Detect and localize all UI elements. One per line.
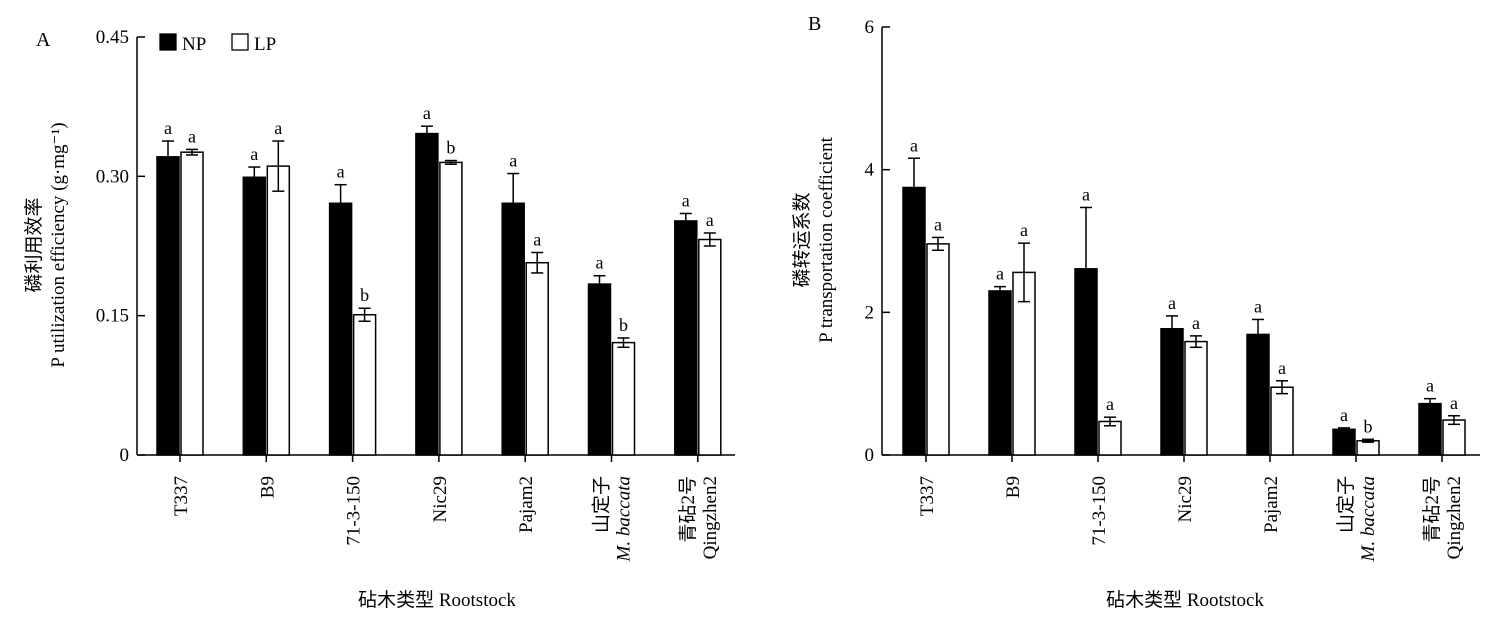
y-tick-label: 4 xyxy=(865,160,875,181)
bar-lp xyxy=(525,261,549,456)
x-tick-label: 山定子 xyxy=(1335,476,1357,533)
significance-label: a xyxy=(1020,220,1028,240)
bar-np xyxy=(501,202,525,456)
x-tick-label: Qingzhen2 xyxy=(700,476,721,559)
bar-np xyxy=(587,283,612,456)
bar-lp xyxy=(611,341,636,456)
x-tick-label: Pajam2 xyxy=(516,476,537,533)
significance-label: a xyxy=(1450,393,1458,413)
significance-label: b xyxy=(446,138,455,158)
significance-label: a xyxy=(1106,394,1114,414)
bar-np xyxy=(1418,402,1442,456)
bar-np xyxy=(1074,268,1098,456)
bar-np xyxy=(242,176,267,456)
significance-label: a xyxy=(706,210,714,230)
significance-label: a xyxy=(1082,184,1090,204)
chart-panel-b: B 磷转运系数 P transportation coefficient 0 2 4… xyxy=(791,13,1480,611)
bar-lp xyxy=(1270,386,1294,456)
bar-np xyxy=(1160,327,1184,456)
legend-label-lp: LP xyxy=(254,34,276,55)
plot-area-a: 0 0.15 0.30 0.45 T337 B9 71-3-150 Nic29 Pajam2 山定… xyxy=(96,27,735,562)
y-tick-label: 0 xyxy=(120,445,130,466)
bar-np xyxy=(415,132,439,456)
y-axis-title-b: 磷转运系数 P transportation coefficient xyxy=(791,136,837,342)
y-tick-label: 0.30 xyxy=(96,166,129,187)
bar-np xyxy=(1246,333,1270,456)
significance-label: a xyxy=(910,135,918,155)
significance-label: a xyxy=(337,162,345,182)
x-tick-label: Nic29 xyxy=(1175,476,1196,522)
x-tick-label: Qingzhen2 xyxy=(1444,476,1465,559)
chart-panel-a: A 磷利用效率 P utilization efficiency (g·mg⁻¹… xyxy=(23,27,735,611)
significance-label: a xyxy=(188,126,196,146)
bar-np xyxy=(902,186,926,456)
significance-label: b xyxy=(619,315,628,335)
bar-lp xyxy=(266,165,291,456)
y-tick-label: 6 xyxy=(865,17,875,38)
bar-lp xyxy=(1442,419,1466,456)
significance-label: a xyxy=(423,103,431,123)
x-tick-label: T337 xyxy=(917,476,938,516)
significance-label: b xyxy=(360,285,369,305)
panel-label-a: A xyxy=(36,29,51,51)
plot-area-b: 0 2 4 6 T337 B9 71-3-150 Nic29 Pajam2 山定子 M. bacca… xyxy=(865,17,1480,562)
y-axis-title-line1: 磷转运系数 xyxy=(791,192,813,287)
y-tick-label: 0.45 xyxy=(96,27,129,48)
x-tick-label: 青砧2号 xyxy=(1421,476,1443,543)
significance-label: a xyxy=(996,264,1004,284)
x-tick-label: B9 xyxy=(1003,476,1024,498)
x-tick-label: T337 xyxy=(171,476,192,516)
bar-np xyxy=(156,156,180,456)
significance-label: a xyxy=(533,230,541,250)
legend-label-np: NP xyxy=(182,34,206,55)
panel-label-b: B xyxy=(808,13,821,35)
bar-lp xyxy=(439,161,463,456)
significance-label: b xyxy=(1364,416,1373,436)
significance-label: a xyxy=(1192,313,1200,333)
bar-lp xyxy=(352,313,377,456)
legend: NP LP xyxy=(159,33,276,55)
y-axis-title-line1: 磷利用效率 xyxy=(23,197,45,292)
x-axis-title-b: 砧木类型 Rootstock xyxy=(1106,589,1264,611)
significance-label: a xyxy=(1340,405,1348,425)
bar-lp xyxy=(180,151,204,456)
bar-np xyxy=(988,290,1012,456)
significance-label: a xyxy=(1426,376,1434,396)
significance-label: a xyxy=(1254,296,1262,316)
y-tick-label: 0 xyxy=(865,445,875,466)
significance-label: a xyxy=(934,214,942,234)
y-tick-label: 2 xyxy=(865,302,875,323)
y-axis-title-line2: P utilization efficiency (g·mg⁻¹) xyxy=(48,122,69,367)
bar-lp xyxy=(698,238,722,456)
significance-label: a xyxy=(250,144,258,164)
significance-label: a xyxy=(274,118,282,138)
x-tick-label: 71-3-150 xyxy=(1089,476,1110,546)
x-tick-label: 山定子 xyxy=(591,476,613,533)
significance-label: a xyxy=(164,118,172,138)
significance-label: a xyxy=(682,190,690,210)
x-tick-label: Pajam2 xyxy=(1261,476,1282,533)
bar-lp xyxy=(1184,340,1208,456)
x-tick-label: 71-3-150 xyxy=(344,476,365,546)
bar-lp xyxy=(926,243,950,456)
x-tick-label: 青砧2号 xyxy=(677,476,699,543)
bar-np xyxy=(1332,428,1356,456)
x-tick-label: Nic29 xyxy=(430,476,451,522)
x-tick-label: B9 xyxy=(257,476,278,498)
significance-label: a xyxy=(596,253,604,273)
x-tick-label: M. baccata xyxy=(614,476,635,562)
legend-swatch-np xyxy=(159,33,177,51)
significance-label: a xyxy=(1278,358,1286,378)
significance-label: a xyxy=(509,151,517,171)
legend-swatch-lp xyxy=(231,33,249,51)
y-axis-title-a: 磷利用效率 P utilization efficiency (g·mg⁻¹) xyxy=(23,122,69,367)
y-tick-label: 0.15 xyxy=(96,306,129,327)
bar-np xyxy=(328,202,353,456)
x-axis-title-a: 砧木类型 Rootstock xyxy=(358,589,516,611)
bar-np xyxy=(674,220,698,456)
y-axis-title-line2: P transportation coefficient xyxy=(816,136,837,342)
significance-label: a xyxy=(1168,293,1176,313)
x-tick-label: M. baccata xyxy=(1358,476,1379,562)
